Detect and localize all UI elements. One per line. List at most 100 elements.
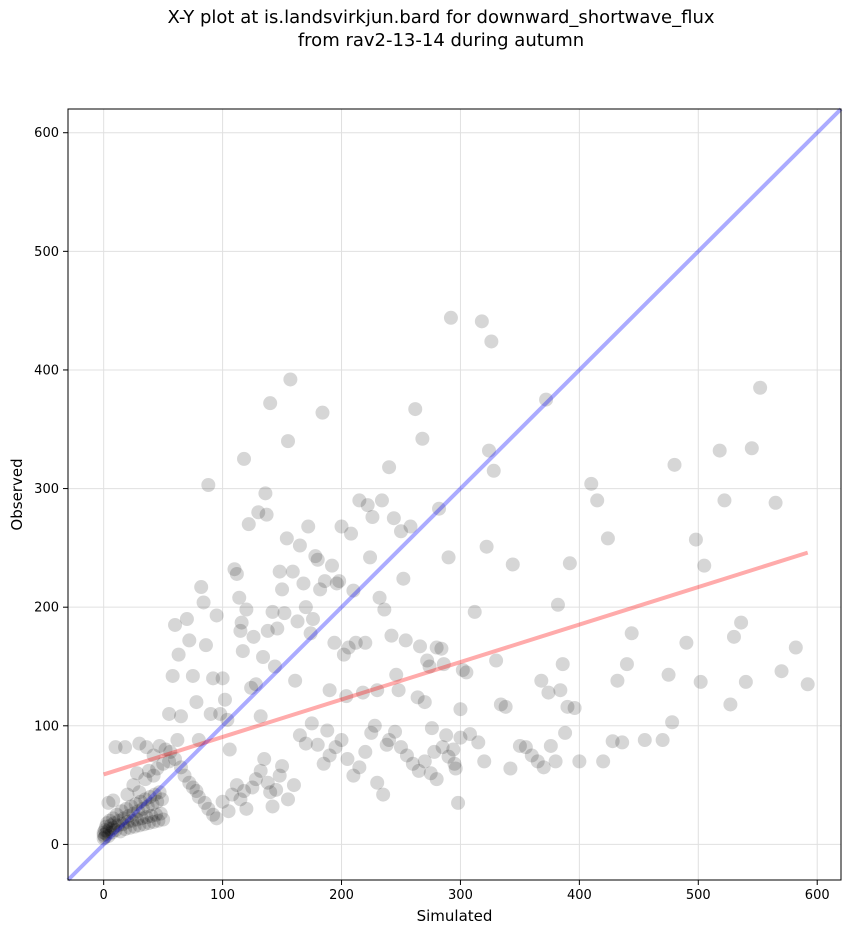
x-tick-label: 600	[805, 888, 830, 903]
scatter-point	[367, 718, 382, 733]
scatter-point	[120, 814, 135, 829]
scatter-point	[206, 671, 221, 686]
scatter-point	[209, 608, 224, 623]
scatter-point	[196, 595, 211, 610]
scatter-point	[313, 582, 328, 597]
scatter-point	[453, 702, 468, 717]
scatter-point	[339, 689, 354, 704]
scatter-point	[572, 754, 587, 769]
scatter-point	[114, 804, 129, 819]
scatter-point	[96, 831, 111, 846]
scatter-point	[156, 812, 171, 827]
scatter-point	[393, 524, 408, 539]
reference-lines	[66, 107, 843, 882]
x-tick-label: 300	[448, 888, 473, 903]
scatter-point	[185, 780, 200, 795]
scatter-point	[329, 576, 344, 591]
scatter-point	[215, 794, 230, 809]
scatter-point	[315, 405, 330, 420]
scatter-point	[259, 507, 274, 522]
scatter-point	[605, 734, 620, 749]
grid	[68, 109, 841, 880]
scatter-point	[96, 827, 111, 842]
scatter-point	[206, 807, 221, 822]
scatter-point	[505, 557, 520, 572]
scatter-point	[239, 602, 254, 617]
scatter-point	[316, 756, 331, 771]
scatter-point	[365, 510, 380, 525]
scatter-point	[165, 668, 180, 683]
scatter-point	[590, 493, 605, 508]
scatter-point	[322, 683, 337, 698]
scatter-point	[382, 460, 397, 475]
scatter-point	[328, 740, 343, 755]
scatter-point	[325, 558, 340, 573]
scatter-point	[453, 730, 468, 745]
scatter-point	[132, 736, 147, 751]
scatter-point	[163, 744, 178, 759]
scatter-point	[120, 787, 135, 802]
scatter-point	[296, 576, 311, 591]
scatter-point	[489, 653, 504, 668]
scatter-point	[596, 754, 611, 769]
scatter-point	[358, 744, 373, 759]
scatter-point	[258, 486, 273, 501]
scatter-point	[215, 671, 230, 686]
scatter-point	[610, 673, 625, 688]
scatter-point	[112, 813, 127, 828]
scatter-point	[382, 733, 397, 748]
scatter-point	[408, 402, 423, 417]
scatter-point	[101, 795, 116, 810]
scatter-point	[127, 819, 142, 834]
scatter-point	[158, 742, 173, 757]
scatter-point	[146, 814, 161, 829]
scatter-point	[241, 517, 256, 532]
scatter-point	[665, 715, 680, 730]
scatter-point	[346, 768, 361, 783]
scatter-point	[667, 457, 682, 472]
scatter-point	[153, 806, 168, 821]
scatter-point	[279, 531, 294, 546]
scatter-point	[237, 784, 252, 799]
scatter-point	[308, 549, 323, 564]
scatter-point	[237, 451, 252, 466]
scatter-point	[225, 787, 240, 802]
scatter-point	[113, 824, 128, 839]
scatter-point	[257, 752, 272, 767]
scatter-point	[146, 768, 161, 783]
scatter-point	[251, 505, 266, 520]
scatter-point	[734, 615, 749, 630]
scatter-point	[116, 811, 131, 826]
scatter-point	[364, 725, 379, 740]
scatter-point	[344, 526, 359, 541]
scatter-point	[233, 623, 248, 638]
scatter-point	[451, 795, 466, 810]
scatter-point	[168, 617, 183, 632]
scatter-point	[285, 564, 300, 579]
scatter-point	[102, 821, 117, 836]
scatter-point	[277, 606, 292, 621]
scatter-point	[288, 673, 303, 688]
scatter-point	[443, 310, 458, 325]
scatter-point	[275, 582, 290, 597]
scatter-point	[717, 493, 732, 508]
scatter-point	[459, 665, 474, 680]
scatter-point	[567, 701, 582, 716]
scatter-point	[108, 823, 123, 838]
scatter-point	[624, 626, 639, 641]
scatter-point	[137, 817, 152, 832]
scatter-point	[441, 550, 456, 565]
scatter-point	[145, 797, 160, 812]
scatter-point	[486, 463, 501, 478]
scatter-point	[391, 683, 406, 698]
scatter-point	[435, 740, 450, 755]
scatter-point	[173, 709, 188, 724]
scatter-point	[185, 668, 200, 683]
scatter-point	[562, 556, 577, 571]
scatter-point	[290, 614, 305, 629]
scatter-point	[144, 808, 159, 823]
x-tick-label: 0	[100, 888, 108, 903]
scatter-point	[108, 740, 123, 755]
scatter-point	[107, 816, 122, 831]
scatter-point	[555, 657, 570, 672]
